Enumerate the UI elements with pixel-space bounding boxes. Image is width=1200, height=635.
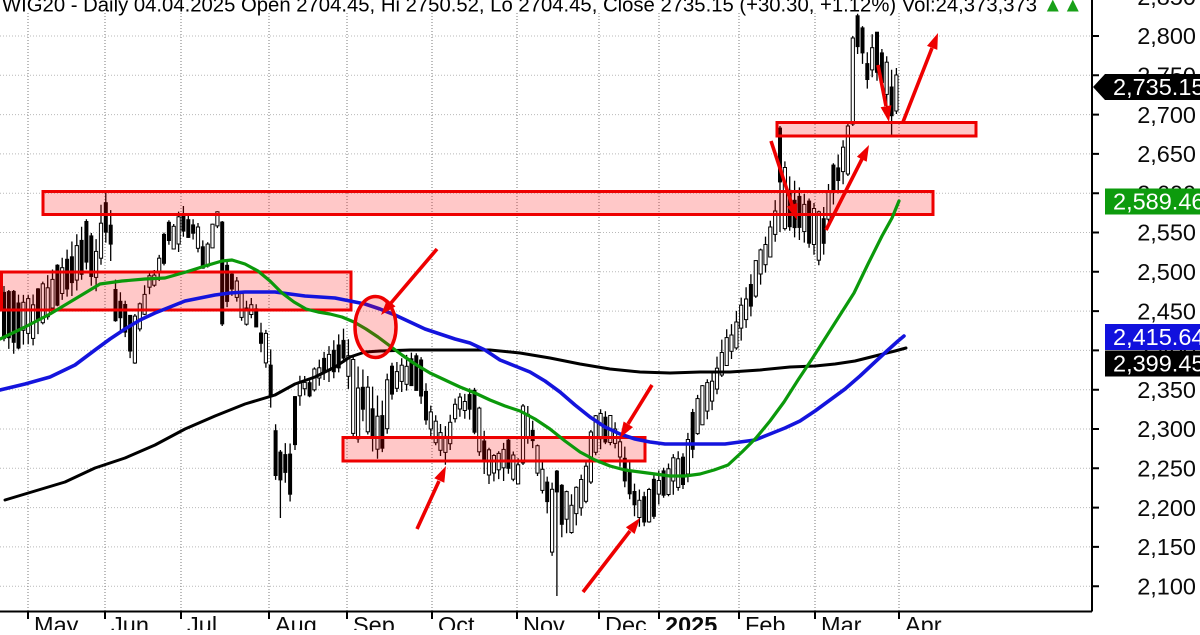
svg-text:2,150: 2,150 [1137,534,1196,560]
svg-text:Sep: Sep [353,612,395,630]
svg-text:Dec: Dec [605,612,647,630]
svg-text:2,550: 2,550 [1137,220,1196,246]
svg-text:2,100: 2,100 [1137,573,1196,599]
svg-text:2,200: 2,200 [1137,495,1196,521]
svg-text:WIG20 - Daily 04.04.2025 Open: WIG20 - Daily 04.04.2025 Open 2704.45, H… [2,0,1083,17]
svg-text:Mar: Mar [821,612,862,630]
svg-text:2,735.15: 2,735.15 [1113,74,1200,100]
svg-text:Nov: Nov [523,612,565,630]
svg-text:2,350: 2,350 [1137,377,1196,403]
svg-text:2,415.64: 2,415.64 [1113,324,1200,350]
svg-text:Apr: Apr [905,612,942,630]
svg-text:May: May [34,612,79,630]
svg-text:2,250: 2,250 [1137,456,1196,482]
svg-text:2,399.45: 2,399.45 [1113,351,1200,377]
svg-text:2,650: 2,650 [1137,141,1196,167]
svg-text:2025: 2025 [665,612,717,630]
svg-text:Aug: Aug [275,612,317,630]
svg-text:Jul: Jul [187,612,217,630]
svg-text:2,800: 2,800 [1137,23,1196,49]
svg-text:Oct: Oct [438,612,475,630]
svg-text:2,700: 2,700 [1137,102,1196,128]
svg-text:2,300: 2,300 [1137,416,1196,442]
svg-text:2,589.46: 2,589.46 [1113,189,1200,215]
svg-text:Jun: Jun [111,612,149,630]
svg-text:2,450: 2,450 [1137,298,1196,324]
svg-text:Feb: Feb [745,612,786,630]
svg-text:2,850: 2,850 [1137,0,1196,10]
svg-text:2,500: 2,500 [1137,259,1196,285]
